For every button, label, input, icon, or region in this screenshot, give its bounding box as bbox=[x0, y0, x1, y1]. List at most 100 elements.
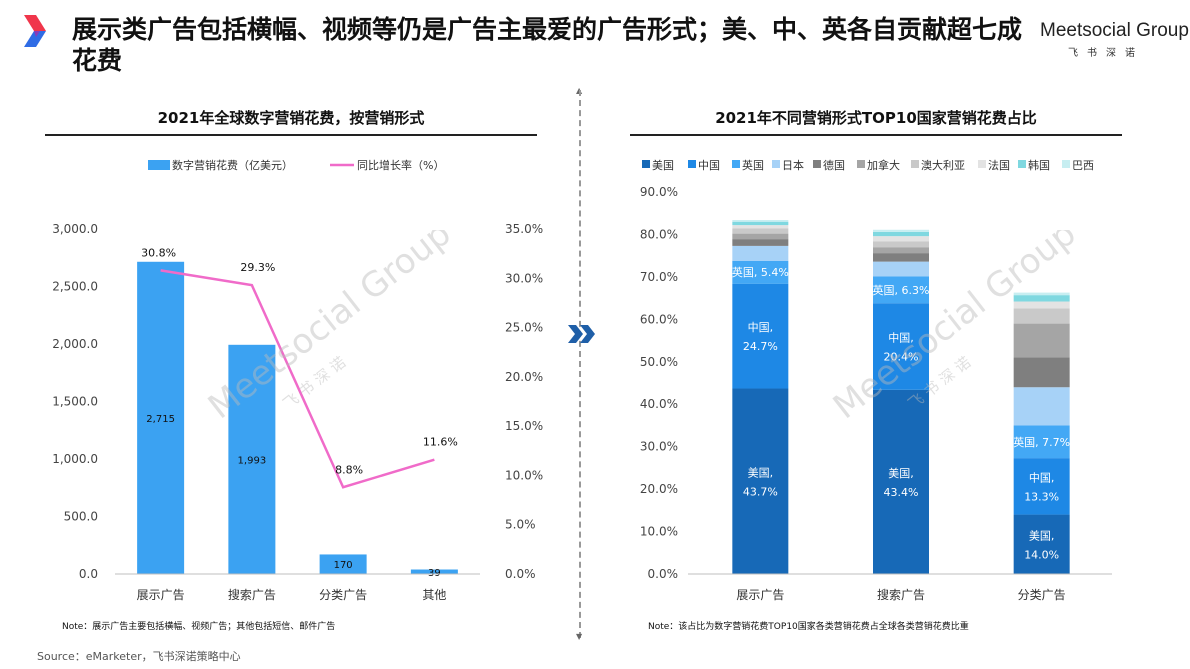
x-category-label: 其他 bbox=[422, 588, 446, 602]
bar-spend bbox=[319, 554, 367, 574]
stack-segment bbox=[873, 241, 929, 248]
right-y-tick-label: 25.0% bbox=[505, 321, 543, 335]
left-note: Note：展示广告主要包括横幅、视频广告；其他包括短信、邮件广告 bbox=[62, 622, 336, 632]
growth-point-label: 11.6% bbox=[423, 436, 458, 449]
stack-segment bbox=[732, 225, 789, 229]
bar-spend bbox=[137, 261, 185, 574]
bar-value-label: 39 bbox=[428, 568, 441, 579]
stack-segment bbox=[873, 261, 929, 277]
legend-label-country: 美国 bbox=[652, 159, 674, 172]
stack-segment bbox=[732, 220, 789, 222]
stack-segment bbox=[732, 245, 789, 261]
growth-line bbox=[160, 269, 435, 489]
y-tick-label: 40.0% bbox=[640, 397, 678, 411]
left-y-tick-label: 2,500.0 bbox=[52, 280, 98, 294]
stack-segment bbox=[1013, 295, 1070, 302]
logo-icon bbox=[24, 15, 46, 47]
growth-point-label: 30.8% bbox=[141, 246, 176, 259]
stack-segment bbox=[873, 229, 929, 232]
center-divider bbox=[579, 90, 581, 638]
x-category-label: 展示广告 bbox=[137, 588, 185, 602]
stack-segment bbox=[732, 260, 789, 284]
right-title-underline bbox=[630, 134, 1122, 136]
y-tick-label: 90.0% bbox=[640, 185, 678, 199]
left-y-tick-label: 3,000.0 bbox=[52, 222, 98, 236]
stack-segment bbox=[1013, 425, 1070, 459]
stack-segment bbox=[873, 231, 929, 237]
segment-label: 英国, 7.7% bbox=[1013, 435, 1070, 449]
segment-label: 中国, 24.7% bbox=[743, 321, 778, 353]
segment-label: 中国, 13.3% bbox=[1024, 471, 1059, 503]
segment-label: 中国, 20.4% bbox=[884, 331, 919, 363]
y-tick-label: 60.0% bbox=[640, 312, 678, 326]
bar-value-label: 1,993 bbox=[238, 455, 267, 466]
growth-point-label: 8.8% bbox=[335, 463, 363, 476]
brand-logo: Meetsocial Group 飞书深诺 bbox=[1040, 20, 1189, 59]
stack-segment bbox=[1013, 514, 1070, 574]
legend-swatch-country bbox=[813, 160, 821, 168]
right-y-tick-label: 10.0% bbox=[505, 468, 543, 482]
divider-bottom-arrow-icon: ▼ bbox=[576, 632, 583, 641]
legend-swatch-country bbox=[978, 160, 986, 168]
stack-segment bbox=[873, 303, 929, 390]
segment-label: 美国, 14.0% bbox=[1024, 529, 1059, 561]
segment-label: 英国, 6.3% bbox=[873, 283, 930, 297]
legend-label-country: 巴西 bbox=[1072, 159, 1094, 172]
legend-label-country: 澳大利亚 bbox=[921, 158, 965, 172]
y-tick-label: 0.0% bbox=[648, 567, 679, 581]
brand-sub: 飞书深诺 bbox=[1068, 48, 1144, 59]
legend-swatch-country bbox=[1062, 160, 1070, 168]
y-tick-label: 80.0% bbox=[640, 227, 678, 241]
stack-segment bbox=[1013, 301, 1070, 309]
right-y-tick-label: 5.0% bbox=[505, 518, 536, 532]
stack-segment bbox=[1013, 308, 1070, 324]
left-y-tick-label: 0.0 bbox=[79, 567, 98, 581]
right-y-tick-label: 30.0% bbox=[505, 271, 543, 285]
segment-label: 美国, 43.4% bbox=[884, 467, 919, 499]
x-category-label: 搜索广告 bbox=[228, 587, 276, 602]
left-chart-title: 2021年全球数字营销花费，按营销形式 bbox=[157, 109, 425, 127]
x-category-label: 分类广告 bbox=[1018, 588, 1066, 602]
left-chart: 数字营销花费（亿美元） 同比增长率（%） 0.0 500.0 1,000.0 1,500.… bbox=[52, 158, 543, 602]
stack-segment bbox=[732, 228, 789, 234]
stack-segment bbox=[873, 236, 929, 242]
right-chart-title: 2021年不同营销形式TOP10国家营销花费占比 bbox=[715, 109, 1037, 127]
legend-label-country: 法国 bbox=[988, 158, 1010, 172]
y-tick-label: 10.0% bbox=[640, 525, 678, 539]
stack-segment bbox=[732, 388, 789, 574]
right-chart: 美国 中国 英国 日本 德国 加拿大 澳大利亚 法国 韩国 巴西 0.0% 10.0% 20.0% 30.… bbox=[640, 158, 1112, 602]
x-category-label: 搜索广告 bbox=[877, 587, 925, 602]
y-tick-label: 20.0% bbox=[640, 482, 678, 496]
stack-segment bbox=[1013, 387, 1070, 426]
legend-label-country: 日本 bbox=[782, 158, 804, 172]
y-tick-label: 30.0% bbox=[640, 440, 678, 454]
bar-value-label: 2,715 bbox=[146, 414, 175, 425]
y-tick-label: 50.0% bbox=[640, 355, 678, 369]
legend-label-country: 韩国 bbox=[1028, 158, 1050, 172]
segment-label: 英国, 5.4% bbox=[732, 265, 789, 279]
legend-swatch-spend bbox=[148, 160, 170, 170]
stack-segment bbox=[873, 276, 929, 304]
left-y-tick-label: 2,000.0 bbox=[52, 337, 98, 351]
stack-segment bbox=[1013, 458, 1070, 515]
left-y-tick-label: 1,000.0 bbox=[52, 452, 98, 466]
legend-label-growth: 同比增长率（%） bbox=[357, 158, 444, 172]
left-y-tick-label: 500.0 bbox=[64, 510, 98, 524]
right-y-tick-label: 0.0% bbox=[505, 567, 536, 581]
legend-label-country: 英国 bbox=[742, 158, 764, 172]
growth-point-label: 29.3% bbox=[240, 261, 275, 274]
legend-label-country: 加拿大 bbox=[867, 158, 900, 172]
left-y-tick-label: 1,500.0 bbox=[52, 395, 98, 409]
legend-swatch-country bbox=[732, 160, 740, 168]
legend-label-country: 中国 bbox=[698, 159, 720, 172]
stack-segment bbox=[1013, 323, 1070, 358]
right-y-tick-label: 15.0% bbox=[505, 419, 543, 433]
legend-swatch-country bbox=[772, 160, 780, 168]
left-title-underline bbox=[45, 134, 537, 136]
brand-name: Meetsocial Group bbox=[1040, 20, 1189, 41]
double-chevron-icon bbox=[568, 325, 595, 343]
right-legend: 美国 中国 英国 日本 德国 加拿大 澳大利亚 法国 韩国 巴西 bbox=[642, 158, 1094, 172]
segment-label: 美国, 43.7% bbox=[743, 466, 778, 498]
legend-swatch-country bbox=[1018, 160, 1026, 168]
page-title: 展示类广告包括横幅、视频等仍是广告主最爱的广告形式；美、中、英各自贡献超七成花费 bbox=[72, 15, 1023, 75]
